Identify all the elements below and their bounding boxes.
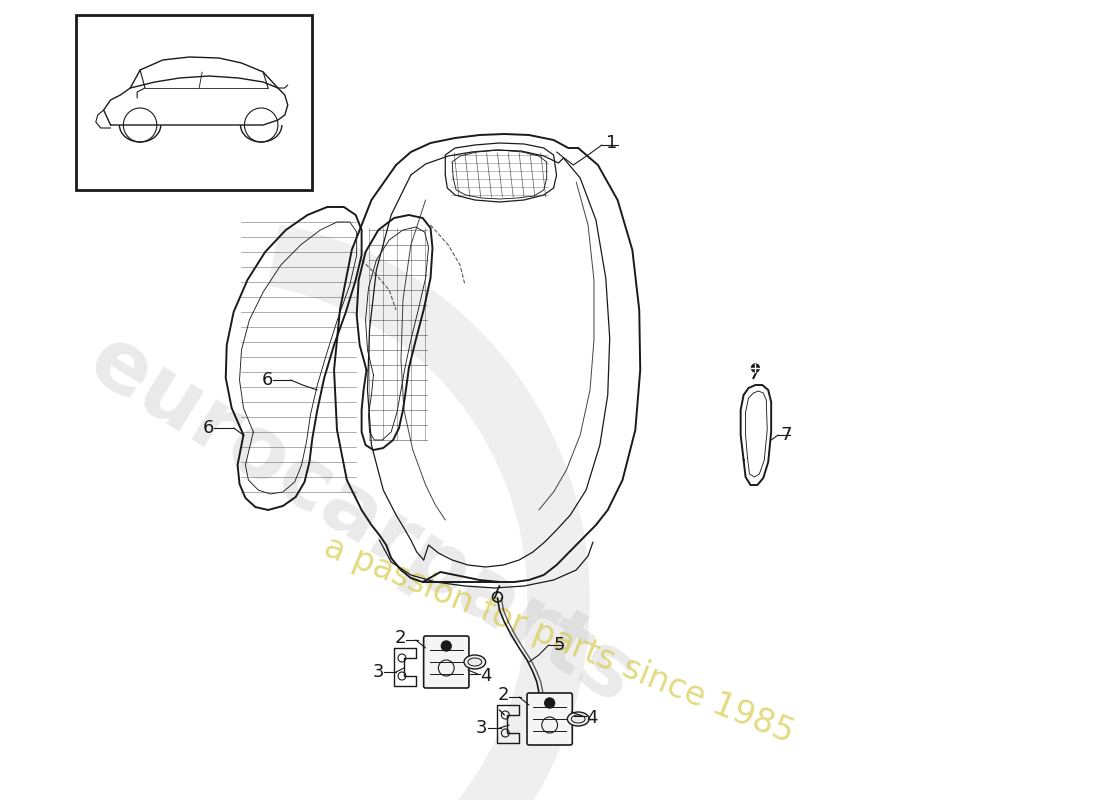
- Text: 3: 3: [476, 719, 487, 737]
- Text: 6: 6: [262, 371, 273, 389]
- Text: 2: 2: [395, 629, 406, 647]
- Ellipse shape: [464, 655, 486, 669]
- Circle shape: [751, 364, 759, 372]
- Text: 4: 4: [480, 667, 492, 685]
- FancyBboxPatch shape: [424, 636, 469, 688]
- Text: 5: 5: [553, 636, 565, 654]
- Ellipse shape: [568, 712, 588, 726]
- Bar: [76, 15, 312, 190]
- FancyBboxPatch shape: [527, 693, 572, 745]
- Text: 4: 4: [586, 709, 597, 727]
- Text: 3: 3: [373, 663, 384, 681]
- Circle shape: [441, 641, 451, 651]
- Text: 2: 2: [498, 686, 509, 704]
- Text: 1: 1: [606, 134, 617, 152]
- Text: a passion for parts since 1985: a passion for parts since 1985: [319, 530, 799, 750]
- Text: eurocarparts: eurocarparts: [74, 318, 650, 722]
- Text: 7: 7: [780, 426, 792, 444]
- Circle shape: [544, 698, 554, 708]
- Text: 6: 6: [202, 419, 213, 437]
